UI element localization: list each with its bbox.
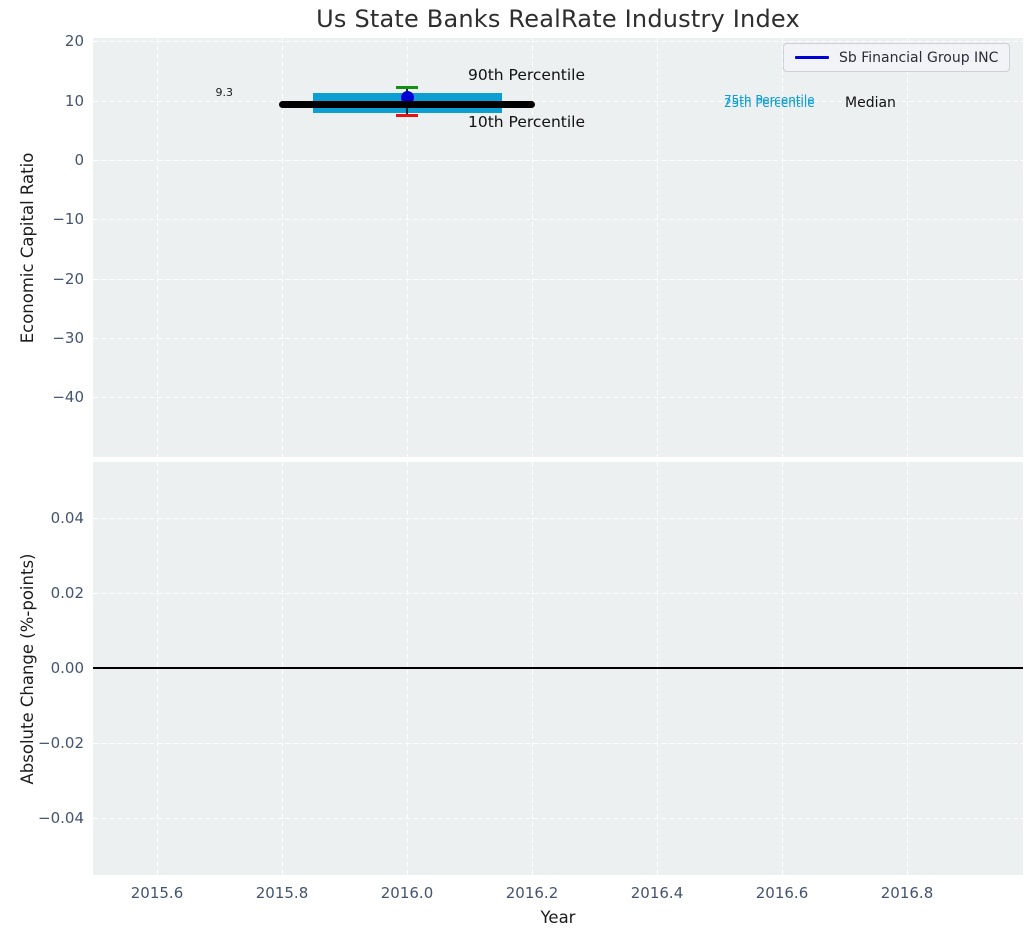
- y-tick-label: 20: [64, 32, 84, 51]
- gridline-horizontal: [93, 219, 1023, 221]
- y-tick-label: 0: [74, 151, 84, 169]
- gridline-horizontal: [93, 278, 1023, 280]
- chart-title: Us State Banks RealRate Industry Index: [316, 5, 800, 33]
- gridline-vertical: [282, 38, 283, 457]
- y-tick-label: −20: [52, 269, 84, 288]
- gridline-horizontal: [93, 818, 1023, 819]
- gridline-vertical: [157, 38, 158, 457]
- gridline-horizontal: [93, 518, 1023, 519]
- p90-annotation: 90th Percentile: [468, 66, 586, 84]
- legend: Sb Financial Group INC: [783, 43, 1011, 72]
- p10-cap: [396, 114, 418, 117]
- p90-cap: [396, 86, 418, 90]
- median-annotation: Median: [845, 95, 896, 111]
- x-tick-label: 2015.6: [130, 884, 184, 902]
- median-value-annotation: 9.3: [215, 86, 234, 99]
- y-axis-label-top: Economic Capital Ratio: [18, 152, 37, 343]
- zero-line: [93, 667, 1023, 669]
- gridline-vertical: [782, 38, 783, 457]
- gridline-horizontal: [93, 593, 1023, 594]
- legend-line-icon: [795, 56, 829, 59]
- y-tick-label: −30: [52, 328, 84, 347]
- x-tick-label: 2016.8: [880, 884, 934, 902]
- gridline-vertical: [407, 38, 408, 457]
- y-tick-label: 0.02: [50, 584, 84, 602]
- gridline-vertical: [532, 38, 533, 457]
- gridline-horizontal: [93, 100, 1023, 102]
- y-tick-label: −0.02: [38, 734, 84, 752]
- gridline-horizontal: [93, 41, 1023, 43]
- y-tick-label: 0.04: [50, 509, 84, 527]
- p10-annotation: 10th Percentile: [468, 113, 586, 131]
- gridline-horizontal: [93, 743, 1023, 744]
- gridline-vertical: [907, 38, 908, 457]
- x-tick-label: 2016.4: [630, 884, 684, 902]
- top-plot-area: [93, 38, 1023, 457]
- company-data-point: [400, 91, 414, 105]
- legend-label: Sb Financial Group INC: [839, 49, 999, 66]
- x-tick-label: 2015.8: [255, 884, 309, 902]
- p25-annotation: 25th Percentile: [724, 95, 815, 110]
- y-tick-label: −10: [52, 210, 84, 229]
- y-tick-label: 0.00: [50, 659, 84, 677]
- p75-annotation: 75th Percentile: [724, 93, 815, 107]
- gridline-vertical: [657, 38, 658, 457]
- y-tick-label: −0.04: [38, 809, 84, 827]
- x-tick-label: 2016.6: [755, 884, 809, 902]
- gridline-horizontal: [93, 397, 1023, 399]
- x-axis-label: Year: [540, 908, 576, 927]
- y-tick-label: −40: [52, 388, 84, 407]
- x-tick-label: 2016.2: [505, 884, 559, 902]
- gridline-horizontal: [93, 337, 1023, 339]
- y-tick-label: 10: [64, 91, 84, 110]
- median-line: [278, 101, 536, 109]
- x-tick-label: 2016.0: [380, 884, 434, 902]
- gridline-horizontal: [93, 160, 1023, 161]
